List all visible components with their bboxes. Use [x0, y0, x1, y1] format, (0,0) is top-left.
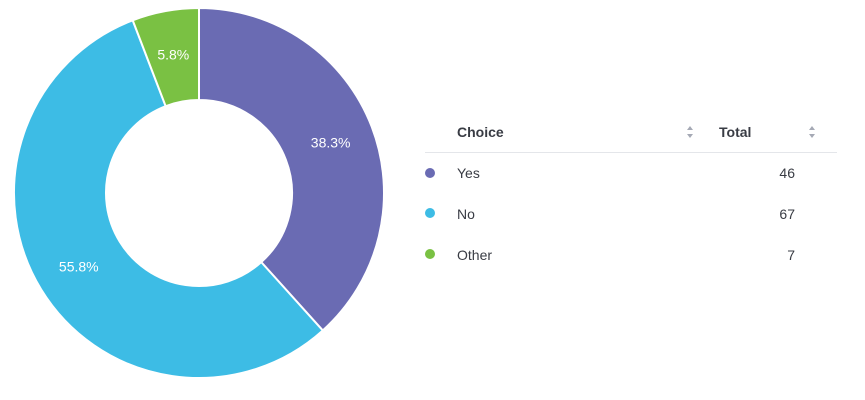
choice-cell: Other — [457, 246, 493, 263]
slice-no[interactable] — [13, 18, 325, 379]
legend-dot-no — [425, 208, 435, 219]
choice-cell: Yes — [457, 164, 480, 181]
table-row: No 67 — [425, 193, 837, 234]
slice-label-yes: 38.3% — [311, 134, 351, 150]
slice-label-no: 55.8% — [59, 259, 99, 275]
legend-dot-yes — [425, 167, 435, 178]
legend-table: Choice Total Yes 46 No 67 Other — [425, 112, 837, 275]
legend-dot-cell — [425, 152, 457, 193]
legend-dot-other — [425, 249, 435, 260]
table-row: Yes 46 — [425, 152, 837, 193]
donut-chart: 38.3% 55.8% 5.8% — [0, 0, 400, 400]
column-header-total-label: Total — [719, 123, 752, 140]
slice-yes[interactable] — [198, 6, 385, 332]
column-header-total[interactable]: Total — [707, 112, 837, 152]
column-header-choice[interactable]: Choice — [457, 112, 707, 152]
slice-other[interactable] — [131, 6, 200, 108]
slice-label-other: 5.8% — [157, 46, 189, 62]
table-header-row: Choice Total — [425, 112, 837, 152]
legend-dot-cell — [425, 234, 457, 275]
total-cell: 46 — [779, 164, 795, 181]
header-spacer — [425, 112, 457, 152]
table-row: Other 7 — [425, 234, 837, 275]
donut-chart-svg: 38.3% 55.8% 5.8% — [13, 6, 385, 379]
sort-icon[interactable] — [687, 125, 693, 138]
total-cell: 67 — [779, 205, 795, 222]
sort-icon[interactable] — [809, 125, 815, 138]
legend-dot-cell — [425, 193, 457, 234]
column-header-choice-label: Choice — [457, 123, 504, 140]
choice-cell: No — [457, 205, 475, 222]
total-cell: 7 — [787, 246, 795, 263]
